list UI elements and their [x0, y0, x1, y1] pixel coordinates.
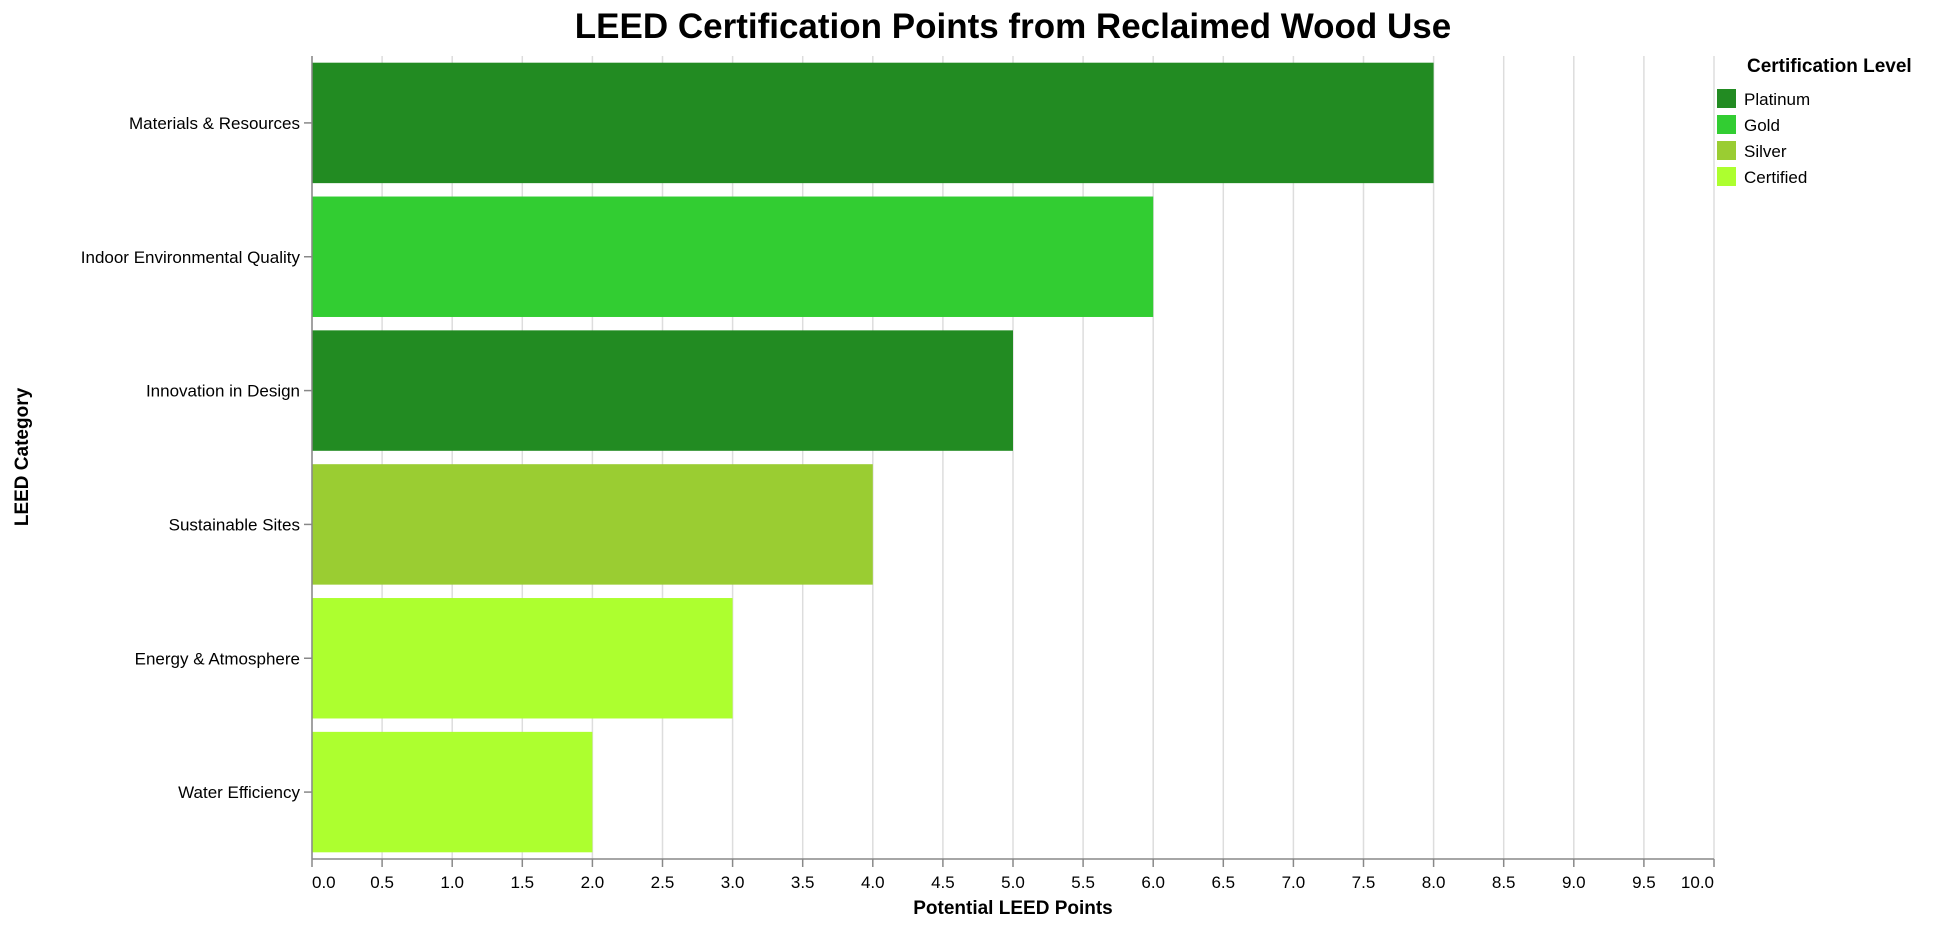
legend: Certification Level Platinum Gold Silver Ce… — [1717, 56, 1912, 187]
legend-swatch-silver — [1717, 141, 1736, 160]
x-tick-label: 7.5 — [1352, 873, 1376, 892]
legend-swatch-platinum — [1717, 89, 1736, 108]
x-tick-label: 1.0 — [440, 873, 464, 892]
y-tick-label: Innovation in Design — [146, 382, 300, 401]
bar-indoor-environmental-quality — [312, 196, 1154, 317]
x-tick-label: 4.5 — [931, 873, 955, 892]
bar-sustainable-sites — [312, 464, 873, 585]
y-axis-title: LEED Category — [12, 387, 33, 526]
y-tick-label: Energy & Atmosphere — [135, 649, 300, 668]
x-tick-label: 4.0 — [861, 873, 885, 892]
bar-water-efficiency — [312, 731, 593, 853]
x-axis-title: Potential LEED Points — [913, 898, 1113, 919]
y-tick-label: Water Efficiency — [178, 783, 300, 802]
gridlines — [311, 56, 1715, 859]
x-tick-label: 0.0 — [312, 873, 336, 892]
x-tick-label: 0.5 — [370, 873, 394, 892]
x-tick-label: 8.0 — [1422, 873, 1446, 892]
x-tick-label: 7.0 — [1282, 873, 1306, 892]
y-tick-label: Materials & Resources — [129, 114, 300, 133]
x-tick-label: 5.0 — [1001, 873, 1025, 892]
legend-title: Certification Level — [1747, 56, 1912, 77]
bars — [312, 62, 1434, 853]
legend-label: Gold — [1744, 116, 1780, 135]
x-tick-label: 2.5 — [651, 873, 675, 892]
x-tick-label: 1.5 — [510, 873, 534, 892]
bar-energy-atmosphere — [312, 598, 733, 719]
x-tick-label: 6.0 — [1141, 873, 1165, 892]
legend-swatch-gold — [1717, 115, 1736, 134]
chart-title: LEED Certification Points from Reclaimed… — [575, 7, 1451, 46]
y-tick-label: Indoor Environmental Quality — [81, 248, 301, 267]
legend-label: Platinum — [1744, 90, 1810, 109]
x-tick-label: 9.0 — [1562, 873, 1586, 892]
x-axis: 0.0 0.5 1.0 1.5 2.0 2.5 3.0 3.5 4.0 4.5 5.0 5.5 6.0 6… — [311, 858, 1715, 892]
x-tick-label: 3.5 — [791, 873, 815, 892]
legend-swatch-certified — [1717, 167, 1736, 186]
x-tick-label: 5.5 — [1071, 873, 1095, 892]
bar-materials-resources — [312, 62, 1434, 184]
x-tick-label: 9.5 — [1632, 873, 1656, 892]
legend-label: Silver — [1744, 142, 1787, 161]
x-tick-label: 8.5 — [1492, 873, 1516, 892]
y-tick-label: Sustainable Sites — [169, 515, 300, 534]
legend-label: Certified — [1744, 168, 1807, 187]
x-tick-label: 6.5 — [1211, 873, 1235, 892]
x-tick-label: 10.0 — [1681, 873, 1714, 892]
x-tick-label: 2.0 — [581, 873, 605, 892]
bar-innovation-in-design — [312, 330, 1013, 451]
x-tick-label: 3.0 — [721, 873, 745, 892]
y-axis: Materials & Resources Indoor Environmenta… — [81, 56, 313, 859]
